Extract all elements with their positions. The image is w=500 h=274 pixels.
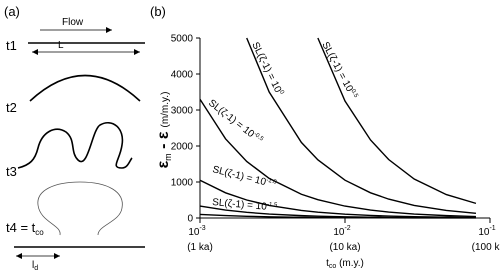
final-step-text: t4 = t	[6, 220, 36, 235]
y-tick-label: 0	[187, 214, 193, 225]
x-axis-sub: co	[329, 263, 337, 270]
series-line	[199, 98, 476, 218]
x-tick-exponent: -2	[344, 225, 350, 232]
step-label: t3	[6, 164, 17, 179]
x-tick-label: 10-2	[333, 225, 350, 238]
x-tick-note: (100 ka)	[472, 242, 500, 253]
panel-label: (b)	[150, 4, 166, 19]
series-name: SL(ζ-1) = 10	[212, 197, 268, 213]
series-name: SL(ζ-1) = 10	[211, 164, 267, 188]
series-label: SL(ζ-1) = 100	[249, 40, 285, 98]
series-name: SL(ζ-1) = 10	[206, 98, 256, 141]
series-line	[199, 213, 476, 219]
x-tick-note: (10 ka)	[329, 242, 360, 253]
panel-label: (a)	[4, 4, 20, 19]
series-exponent: 0	[278, 90, 285, 96]
step-label: t1	[6, 38, 17, 53]
series-label: SL(ζ-1) = 10-1.5	[212, 197, 278, 214]
loop-width-text: l	[32, 260, 34, 271]
series-label: SL(ζ-1) = 10-1.0	[211, 164, 277, 191]
channel-t2	[29, 74, 141, 102]
x-tick-base: 10	[333, 227, 345, 238]
x-tick-label: 10-3	[188, 225, 205, 238]
series-line	[246, 37, 477, 214]
series-line	[199, 179, 476, 219]
series-exponent: -1.5	[267, 202, 278, 209]
channel-t3	[17, 121, 133, 169]
x-axis-title: tco (m.y.)	[326, 258, 364, 270]
series-exponent: 0.5	[349, 89, 359, 100]
x-tick-exponent: -3	[199, 225, 205, 232]
y-tick-label: 3000	[171, 106, 194, 117]
x-tick-base: 10	[188, 227, 200, 238]
y-tick-label: 4000	[171, 70, 194, 81]
y-axis-units: (m/m.y.)	[160, 92, 171, 128]
series-exponent: -1.0	[266, 177, 278, 185]
x-tick-exponent: -1	[489, 225, 495, 232]
x-axis-symbol: t	[326, 258, 329, 269]
x-tick-label: 10-1	[478, 225, 495, 238]
series-label: SL(ζ-1) = 100.5	[319, 40, 359, 101]
series-exponent: -0.5	[252, 131, 264, 143]
flow-arrowhead	[106, 27, 112, 33]
x-tick-note: (1 ka)	[187, 242, 213, 253]
x-tick-base: 10	[478, 227, 490, 238]
y-axis-title: εm - ε (m/m.y.)	[155, 92, 173, 169]
x-axis-rest: (m.y.)	[336, 258, 364, 269]
step-label: t2	[6, 100, 17, 115]
y-tick-label: 1000	[171, 178, 194, 189]
final-step-sub: co	[35, 228, 44, 237]
flow-label: Flow	[62, 17, 84, 28]
loop-width-sub: d	[34, 265, 38, 272]
series-name: SL(ζ-1) = 10	[319, 40, 355, 94]
y-axis-sub: m	[163, 153, 173, 161]
length-label: L	[58, 40, 64, 51]
series-line	[317, 37, 477, 205]
loop-width-label: ld	[32, 260, 38, 272]
y-tick-label: 5000	[171, 34, 194, 45]
y-axis-rest: - ε	[155, 131, 172, 153]
y-tick-label: 2000	[171, 142, 194, 153]
y-axis-symbol: ε	[155, 160, 172, 168]
final-step-label: t4 = tco	[6, 220, 44, 237]
cutoff-loop	[37, 181, 123, 236]
